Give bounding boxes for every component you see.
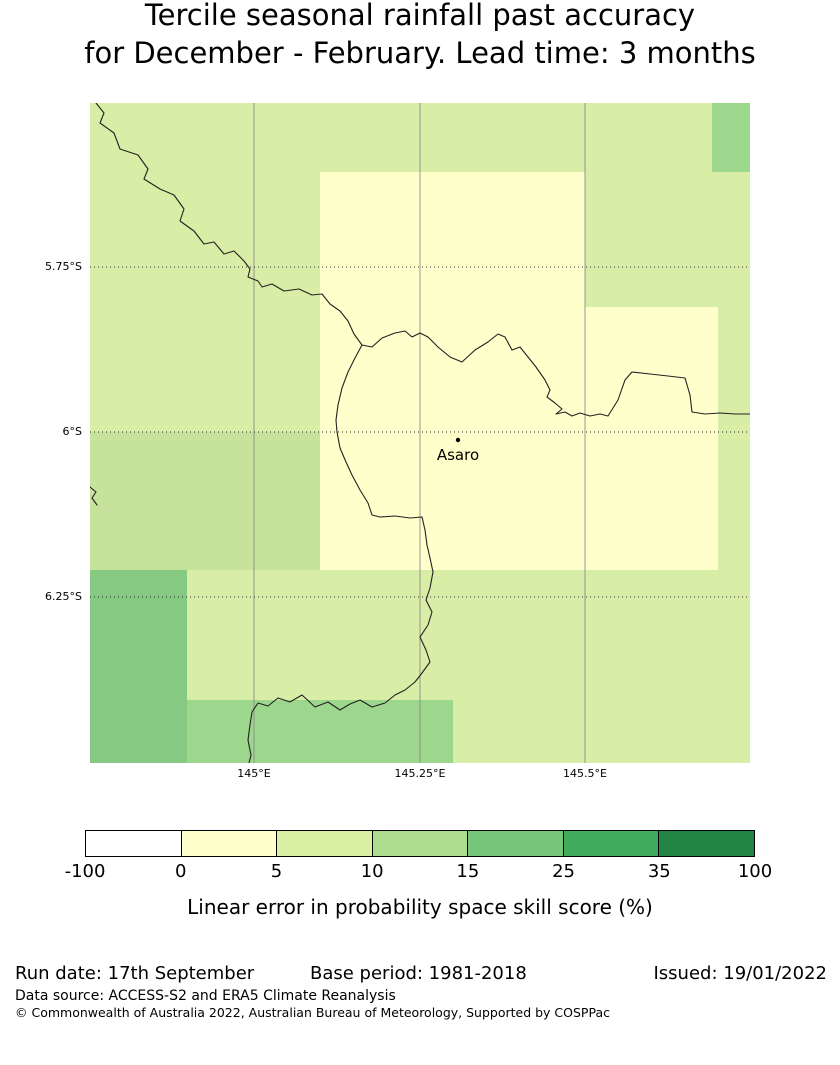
colorbar-segment — [468, 831, 564, 856]
title-line-1: Tercile seasonal rainfall past accuracy — [144, 0, 696, 32]
y-tick-label: 5.75°S — [45, 260, 82, 273]
x-tick-label: 145.25°E — [394, 767, 446, 780]
base-period-text: Base period: 1981-2018 — [310, 963, 527, 984]
map-region — [320, 432, 718, 570]
colorbar-label: Linear error in probability space skill … — [187, 895, 653, 919]
x-tick-label: 145°E — [237, 767, 271, 780]
asaro-marker-dot — [455, 437, 461, 443]
y-tick-label: 6°S — [62, 425, 82, 438]
title-line-2: for December - February. Lead time: 3 mo… — [84, 36, 756, 70]
data-source-text: Data source: ACCESS-S2 and ERA5 Climate … — [15, 988, 396, 1004]
colorbar-segment — [181, 831, 278, 856]
map-region — [187, 700, 453, 763]
border-line — [247, 344, 434, 763]
map-region — [90, 570, 187, 763]
asaro-place-label: Asaro — [436, 446, 480, 464]
border-line — [361, 330, 750, 417]
map-region — [320, 172, 585, 432]
run-date-text: Run date: 17th September — [15, 963, 255, 984]
map-region — [90, 432, 320, 570]
figure-title: Tercile seasonal rainfall past accuracy … — [0, 0, 840, 72]
colorbar-segment — [372, 831, 469, 856]
colorbar-segment — [563, 831, 660, 856]
colorbar-tick-label: 0 — [174, 861, 187, 882]
colorbar-tick-label: -100 — [64, 861, 106, 882]
map-region — [712, 103, 750, 172]
colorbar-segment — [86, 831, 182, 856]
colorbar — [85, 830, 755, 857]
map — [90, 103, 750, 763]
colorbar-segment — [659, 831, 755, 856]
colorbar-tick-label: 35 — [647, 861, 671, 882]
colorbar-tick-label: 25 — [552, 861, 576, 882]
issued-date-text: Issued: 19/01/2022 — [653, 963, 827, 984]
border-line — [95, 103, 363, 346]
colorbar-segment — [277, 831, 373, 856]
colorbar-tick-label: 100 — [737, 861, 773, 882]
colorbar-tick-label: 5 — [270, 861, 283, 882]
copyright-text: © Commonwealth of Australia 2022, Austra… — [15, 1005, 610, 1020]
x-tick-label: 145.5°E — [563, 767, 607, 780]
footer-line-1: Run date: 17th September Base period: 19… — [0, 963, 840, 985]
colorbar-tick-label: 10 — [360, 861, 384, 882]
y-tick-label: 6.25°S — [45, 590, 82, 603]
border-line — [90, 486, 98, 506]
colorbar-tick-label: 15 — [456, 861, 480, 882]
colorbar-tick-labels: -100 0 5 10 15 25 35 100 — [65, 861, 773, 887]
